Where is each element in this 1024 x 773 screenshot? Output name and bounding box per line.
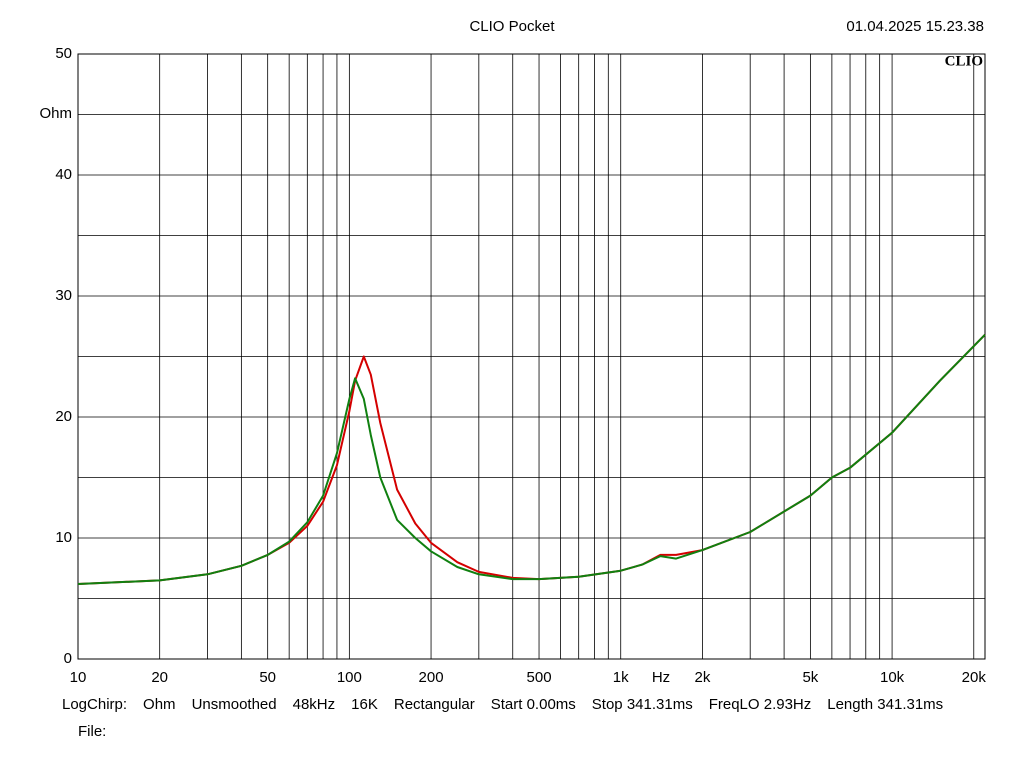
y-tick-label: 30 [55,287,72,304]
y-tick-label: 20 [55,408,72,425]
x-tick-label: 20 [151,669,168,686]
footer-item: FreqLO 2.93Hz [709,696,812,713]
footer-item: LogChirp: [62,696,127,713]
x-axis-label: Hz [652,669,670,686]
x-tick-label: 5k [802,669,818,686]
plot-frame [77,53,986,660]
y-tick-label: 10 [55,529,72,546]
x-tick-label: 2k [694,669,710,686]
impedance-curve [77,333,986,585]
x-tick-label: 20k [962,669,987,686]
footer-item: Start 0.00ms [491,696,576,713]
footer-item: 48kHz [293,696,336,713]
x-tick-label: 10k [880,669,905,686]
footer-item: Ohm [143,696,176,713]
footer-item: Unsmoothed [192,696,277,713]
footer-item: Stop 341.31ms [592,696,693,713]
x-tick-label: 200 [419,669,444,686]
file-label: File: [78,723,106,740]
logo: CLIO [945,53,983,69]
x-tick-label: 10 [70,669,87,686]
footer-item: Rectangular [394,696,475,713]
x-tick-label: 500 [527,669,552,686]
timestamp: 01.04.2025 15.23.38 [846,18,984,35]
y-axis-label: Ohm [39,105,72,122]
footer-item: Length 341.31ms [827,696,943,713]
y-tick-label: 0 [64,650,72,667]
footer-item: 16K [351,696,378,713]
y-tick-label: 40 [55,166,72,183]
x-tick-label: 1k [613,669,629,686]
x-tick-label: 100 [337,669,362,686]
chart-title: CLIO Pocket [469,18,555,35]
y-tick-label: 50 [55,45,72,62]
x-tick-label: 50 [259,669,276,686]
impedance-curve [77,333,986,585]
